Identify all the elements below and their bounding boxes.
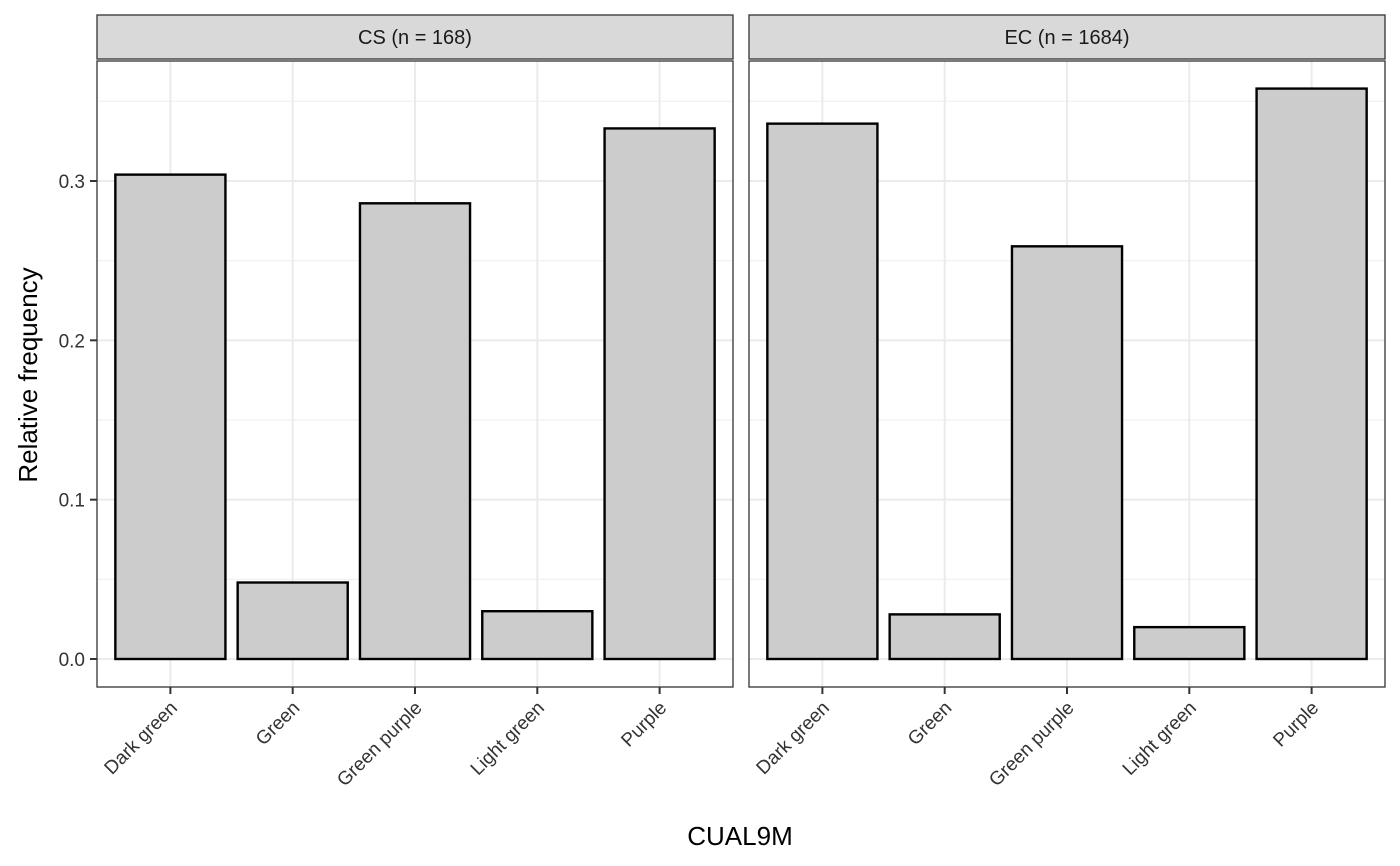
facet-strip — [748, 14, 1386, 60]
bar — [766, 122, 879, 661]
facet-strip-label: CS (n = 168) — [358, 27, 472, 49]
bar — [603, 127, 716, 661]
y-tick-label: 0.1 — [59, 491, 85, 512]
panels-layer: CS (n = 168) Dark green Green Green purple L… — [96, 14, 1386, 791]
x-tick-label: Green — [252, 698, 304, 750]
x-tick-label: Light green — [467, 698, 549, 780]
x-tick-label: Purple — [617, 698, 671, 752]
bar — [1255, 87, 1368, 661]
y-tick-label: 0.0 — [59, 650, 85, 671]
bar — [481, 610, 594, 661]
x-tick-label: Dark green — [753, 698, 834, 779]
y-tick-label: 0.3 — [59, 172, 85, 193]
facet-strip — [96, 14, 734, 60]
bar — [888, 613, 1001, 661]
bar — [1010, 245, 1124, 661]
x-tick-label: Green purple — [333, 698, 426, 791]
x-tick-label: Green purple — [985, 698, 1078, 791]
x-axis-title: CUAL9M — [687, 821, 792, 851]
bar — [114, 173, 227, 661]
y-tick-label: 0.2 — [59, 331, 85, 352]
bar — [236, 581, 349, 661]
y-axis-title: Relative frequency — [13, 267, 43, 482]
x-tick-label: Light green — [1119, 698, 1201, 780]
y-axis: 0.0 0.1 0.2 0.3 — [59, 172, 97, 671]
facet-panel: CS (n = 168) Dark green Green Green purple L… — [96, 14, 734, 791]
x-tick-label: Dark green — [101, 698, 182, 779]
facet-panel: EC (n = 1684) Dark green Green Green purple… — [748, 14, 1386, 791]
facet-strip-label: EC (n = 1684) — [1004, 27, 1129, 49]
x-tick-label: Purple — [1269, 698, 1323, 752]
x-tick-label: Green — [904, 698, 956, 750]
bar — [1133, 625, 1246, 661]
bar — [358, 202, 472, 661]
